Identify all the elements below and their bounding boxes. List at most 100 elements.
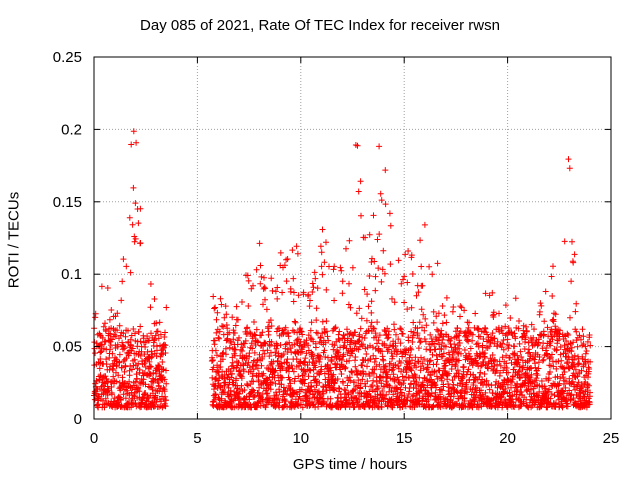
data-point <box>249 363 256 370</box>
data-point <box>414 330 421 337</box>
data-point <box>316 371 323 378</box>
data-point <box>536 354 543 360</box>
data-point <box>570 339 577 346</box>
data-point <box>433 373 440 380</box>
data-point <box>147 281 154 287</box>
data-point <box>361 286 368 293</box>
data-point <box>413 292 420 299</box>
data-point <box>217 295 224 302</box>
data-point <box>391 326 398 333</box>
data-point <box>290 298 297 305</box>
data-point <box>146 363 153 370</box>
data-point <box>220 349 227 356</box>
data-point <box>128 141 135 148</box>
data-point <box>478 387 484 394</box>
data-point <box>313 357 320 364</box>
data-point <box>221 314 228 321</box>
data-point <box>126 214 133 221</box>
data-point <box>148 330 154 337</box>
data-point <box>486 343 493 350</box>
data-point <box>212 304 219 311</box>
data-point <box>403 369 410 376</box>
data-point <box>239 348 246 354</box>
data-point <box>507 315 514 321</box>
data-point <box>560 388 566 395</box>
data-point <box>570 395 577 402</box>
data-point <box>423 322 430 329</box>
data-point <box>485 365 492 372</box>
data-point <box>409 393 416 400</box>
data-point <box>337 366 344 373</box>
data-point <box>376 231 383 238</box>
data-point <box>456 337 463 344</box>
data-point <box>123 387 130 394</box>
data-point <box>159 359 166 365</box>
data-point <box>574 382 581 389</box>
data-point <box>276 399 283 406</box>
data-point <box>480 336 487 342</box>
data-point <box>267 317 274 324</box>
data-point <box>275 395 282 402</box>
data-point <box>357 178 364 185</box>
data-point <box>246 393 253 400</box>
data-point <box>372 287 379 294</box>
data-point <box>367 342 373 349</box>
data-point <box>435 310 442 317</box>
data-point <box>310 401 317 408</box>
data-point <box>378 278 385 285</box>
data-point <box>279 374 286 381</box>
data-point <box>215 369 222 376</box>
data-point <box>382 363 389 369</box>
data-point <box>549 293 556 299</box>
data-point <box>264 390 271 397</box>
data-point <box>454 349 461 356</box>
data-point <box>327 367 334 374</box>
data-point <box>453 333 460 340</box>
data-point <box>508 384 514 391</box>
data-point <box>581 394 588 400</box>
data-point <box>230 336 237 343</box>
data-point <box>410 319 417 326</box>
data-point <box>572 326 579 333</box>
data-point <box>522 380 529 387</box>
data-point <box>162 329 168 336</box>
data-point <box>291 289 297 296</box>
data-point <box>389 353 396 360</box>
data-point <box>271 392 278 399</box>
data-point <box>388 387 395 394</box>
data-point <box>540 356 547 363</box>
data-point <box>114 341 121 348</box>
data-point <box>397 386 404 393</box>
data-point <box>466 319 472 326</box>
data-point <box>580 333 587 340</box>
data-point <box>395 363 402 369</box>
data-point <box>559 387 566 394</box>
data-point <box>97 372 104 379</box>
data-point <box>289 400 295 407</box>
data-point <box>524 403 531 410</box>
data-point <box>434 326 440 333</box>
data-point <box>543 345 550 351</box>
data-point <box>434 356 441 363</box>
data-point <box>331 325 338 332</box>
data-point <box>531 356 538 363</box>
data-point <box>272 288 279 295</box>
data-point <box>541 331 547 338</box>
data-point <box>435 337 442 344</box>
data-point <box>539 357 546 364</box>
data-point <box>482 290 489 297</box>
data-point <box>426 358 433 365</box>
data-point <box>236 391 243 397</box>
data-point <box>258 273 265 280</box>
data-point <box>391 321 397 328</box>
data-point <box>141 360 148 367</box>
data-point <box>115 372 122 379</box>
data-point <box>512 295 519 302</box>
data-point <box>289 365 296 372</box>
data-point <box>582 343 589 350</box>
data-point <box>439 320 446 327</box>
data-point <box>321 370 328 377</box>
data-point <box>535 365 542 372</box>
data-point <box>130 326 137 332</box>
data-point <box>509 393 516 400</box>
